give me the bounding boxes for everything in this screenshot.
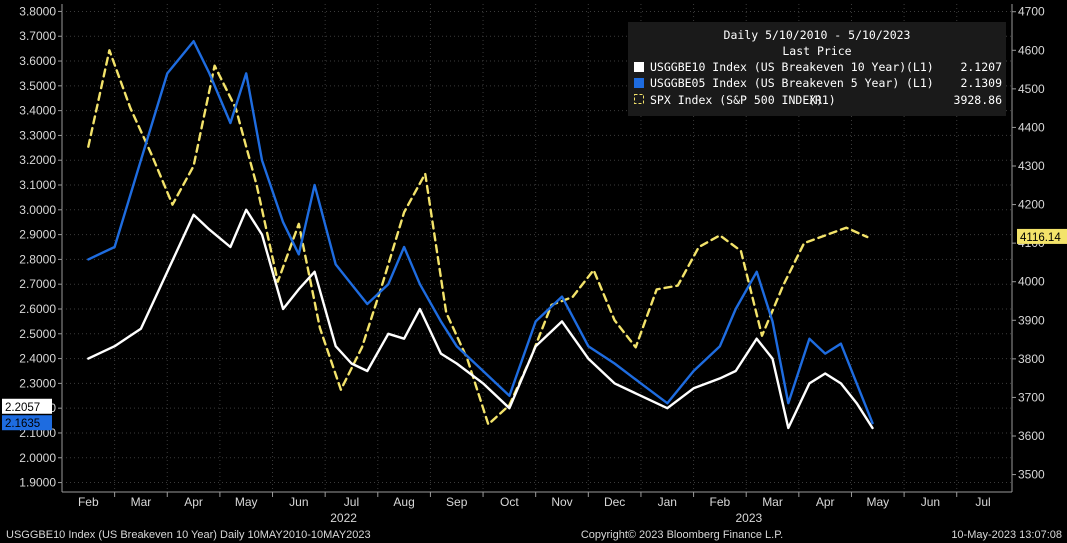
right-tick-label: 4600	[1018, 43, 1045, 57]
x-axis: Feb Mar Apr May Jun Jul Aug Sep Oct Nov Dec Jan Feb M…	[78, 492, 991, 525]
footer-copyright: Copyright© 2023 Bloomberg Finance L.P.	[581, 529, 783, 541]
legend-label-breakeven-5y: USGGBE05 Index (US Breakeven 5 Year)	[650, 76, 899, 90]
legend-subtitle: Last Price	[782, 44, 851, 58]
x-tick-label: Apr	[184, 495, 203, 509]
value-tag-spx: 4116.14	[1017, 228, 1067, 244]
x-tick-label: Jul	[344, 495, 359, 509]
current-value-tags: 2.2057 2.1635 4116.14	[2, 228, 1067, 431]
value-tag-breakeven-10y-label: 2.2057	[5, 402, 40, 414]
x-tick-label: Mar	[762, 495, 783, 509]
value-tag-breakeven-10y: 2.2057	[2, 398, 52, 414]
x-tick-label: Feb	[78, 495, 99, 509]
value-tag-spx-box	[1017, 228, 1067, 244]
right-tick-label: 4400	[1018, 120, 1045, 134]
legend-title: Daily 5/10/2010 - 5/10/2023	[724, 28, 911, 42]
legend-label-breakeven-10y: USGGBE10 Index (US Breakeven 10 Year)	[650, 60, 906, 74]
legend-box	[628, 22, 1006, 116]
left-tick-label: 3.2000	[19, 153, 56, 167]
left-tick-label: 3.3000	[19, 128, 56, 142]
legend-axis-spx: (R1)	[808, 93, 836, 107]
x-tick-label: Jul	[975, 495, 990, 509]
left-tick-label: 3.4000	[19, 104, 56, 118]
x-tick-label: Feb	[710, 495, 731, 509]
left-tick-label: 2.6000	[19, 302, 56, 316]
value-tag-breakeven-5y: 2.1635	[2, 415, 52, 431]
right-tick-label: 3500	[1018, 468, 1045, 482]
legend-last-spx: 3928.86	[954, 93, 1003, 107]
legend-swatch-breakeven-5y	[634, 78, 644, 88]
footer: USGGBE10 Index (US Breakeven 10 Year) Da…	[6, 529, 1062, 541]
value-tag-breakeven-5y-label: 2.1635	[5, 418, 40, 430]
x-tick-label: Jun	[921, 495, 940, 509]
right-tick-label: 4000	[1018, 275, 1045, 289]
left-tick-label: 2.8000	[19, 252, 56, 266]
legend-axis-breakeven-5y: (L1)	[906, 76, 934, 90]
left-tick-label: 3.0000	[19, 203, 56, 217]
left-tick-label: 2.4000	[19, 352, 56, 366]
x-tick-label: Nov	[551, 495, 572, 509]
left-axis: 1.90002.00002.10002.20002.30002.40002.50…	[19, 4, 62, 490]
footer-timestamp: 10-May-2023 13:07:08	[951, 529, 1062, 541]
footer-left: USGGBE10 Index (US Breakeven 10 Year) Da…	[6, 529, 371, 541]
right-tick-label: 3800	[1018, 352, 1045, 366]
legend-last-breakeven-5y: 2.1309	[960, 76, 1002, 90]
left-tick-label: 3.7000	[19, 29, 56, 43]
legend-label-spx: SPX Index (S&P 500 INDEX)	[650, 93, 823, 107]
left-tick-label: 2.0000	[19, 451, 56, 465]
value-tag-breakeven-10y-box	[2, 398, 52, 414]
x-tick-label: Jun	[289, 495, 308, 509]
right-tick-label: 3700	[1018, 390, 1045, 404]
right-tick-label: 3600	[1018, 429, 1045, 443]
x-tick-label: Dec	[604, 495, 625, 509]
x-tick-label: Sep	[446, 495, 468, 509]
left-tick-label: 2.5000	[19, 327, 56, 341]
left-tick-label: 3.1000	[19, 178, 56, 192]
series-layer	[87, 40, 874, 430]
x-tick-label: May	[235, 495, 258, 509]
series-line-breakeven-5y	[87, 40, 874, 425]
left-tick-label: 3.5000	[19, 79, 56, 93]
left-tick-label: 1.9000	[19, 476, 56, 490]
value-tag-spx-label: 4116.14	[1020, 232, 1061, 244]
x-tick-label: Jan	[658, 495, 677, 509]
legend-swatch-breakeven-10y	[634, 62, 644, 72]
right-tick-label: 3900	[1018, 313, 1045, 327]
x-tick-label: Oct	[500, 495, 519, 509]
series-line-breakeven-10y	[87, 208, 874, 430]
legend-last-breakeven-10y: 2.1207	[960, 60, 1002, 74]
legend-swatch-spx	[634, 94, 644, 104]
left-tick-label: 3.6000	[19, 54, 56, 68]
right-axis: 3500360037003800390040004100420043004400…	[1012, 5, 1045, 482]
legend-axis-breakeven-10y: (L1)	[906, 60, 934, 74]
left-tick-label: 3.8000	[19, 4, 56, 18]
right-tick-label: 4500	[1018, 82, 1045, 96]
left-tick-label: 2.9000	[19, 228, 56, 242]
x-tick-label: Aug	[393, 495, 414, 509]
legend: Daily 5/10/2010 - 5/10/2023 Last Price U…	[628, 22, 1006, 116]
x-year-label: 2023	[735, 511, 762, 525]
right-tick-label: 4200	[1018, 198, 1045, 212]
series-line-spx	[87, 49, 869, 426]
right-tick-label: 4700	[1018, 5, 1045, 19]
x-tick-label: Mar	[131, 495, 152, 509]
left-tick-label: 2.3000	[19, 376, 56, 390]
x-tick-label: May	[866, 495, 889, 509]
value-tag-breakeven-5y-box	[2, 415, 52, 431]
left-tick-label: 2.7000	[19, 277, 56, 291]
x-tick-label: Apr	[816, 495, 835, 509]
right-tick-label: 4300	[1018, 159, 1045, 173]
x-year-label: 2022	[330, 511, 357, 525]
